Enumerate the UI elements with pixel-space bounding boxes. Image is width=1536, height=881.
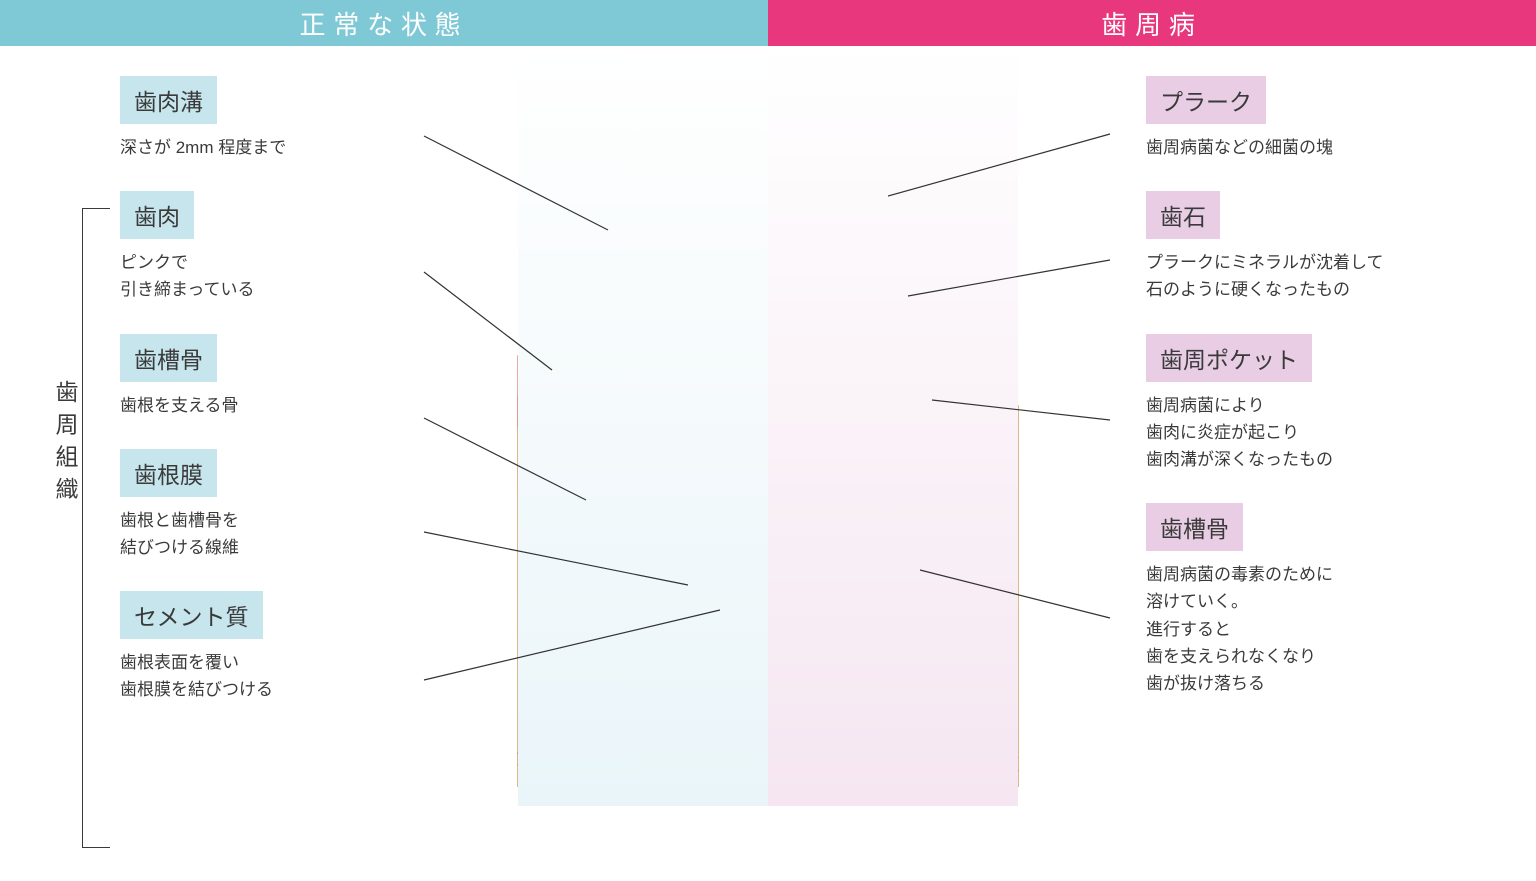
label-desc: 歯根を支える骨 (120, 392, 430, 419)
label-tag: 歯石 (1146, 191, 1220, 239)
label-tag: 歯肉溝 (120, 76, 217, 124)
label-block: 歯槽骨歯根を支える骨 (120, 334, 430, 419)
label-desc: プラークにミネラルが沈着して石のように硬くなったもの (1146, 249, 1516, 303)
label-desc: 歯周病菌の毒素のために溶けていく。進行すると歯を支えられなくなり歯が抜け落ちる (1146, 561, 1516, 697)
label-block: 歯根膜歯根と歯槽骨を結びつける線維 (120, 449, 430, 561)
label-desc: 深さが 2mm 程度まで (120, 134, 430, 161)
label-block: 歯石プラークにミネラルが沈着して石のように硬くなったもの (1146, 191, 1516, 303)
header-left-title: 正常な状態 (299, 5, 468, 42)
label-desc: ピンクで引き締まっている (120, 249, 430, 303)
label-tag: セメント質 (120, 591, 263, 639)
header-left: 正常な状態 (0, 0, 768, 46)
header-right-title: 歯周病 (1101, 5, 1202, 42)
right-label-column: プラーク歯周病菌などの細菌の塊歯石プラークにミネラルが沈着して石のように硬くなっ… (1106, 46, 1536, 697)
label-tag: 歯周ポケット (1146, 334, 1312, 382)
label-tag: 歯槽骨 (1146, 503, 1243, 551)
label-block: 歯肉ピンクで引き締まっている (120, 191, 430, 303)
label-tag: プラーク (1146, 76, 1266, 124)
label-desc: 歯周病菌などの細菌の塊 (1146, 134, 1516, 161)
label-block: セメント質歯根表面を覆い歯根膜を結びつける (120, 591, 430, 703)
label-desc: 歯周病菌により歯肉に炎症が起こり歯肉溝が深くなったもの (1146, 392, 1516, 474)
diagram-background (518, 46, 1018, 806)
tooth-diagram (430, 46, 1106, 826)
label-block: 歯周ポケット歯周病菌により歯肉に炎症が起こり歯肉溝が深くなったもの (1146, 334, 1516, 474)
label-tag: 歯肉 (120, 191, 194, 239)
header-right: 歯周病 (768, 0, 1536, 46)
label-block: プラーク歯周病菌などの細菌の塊 (1146, 76, 1516, 161)
label-desc: 歯根と歯槽骨を結びつける線維 (120, 507, 430, 561)
label-tag: 歯根膜 (120, 449, 217, 497)
label-tag: 歯槽骨 (120, 334, 217, 382)
label-desc: 歯根表面を覆い歯根膜を結びつける (120, 649, 430, 703)
label-block: 歯槽骨歯周病菌の毒素のために溶けていく。進行すると歯を支えられなくなり歯が抜け落… (1146, 503, 1516, 697)
bg-healthy (518, 46, 768, 806)
label-block: 歯肉溝深さが 2mm 程度まで (120, 76, 430, 161)
bg-diseased (768, 46, 1018, 806)
header-bar: 正常な状態 歯周病 (0, 0, 1536, 46)
left-label-column: 歯肉溝深さが 2mm 程度まで歯肉ピンクで引き締まっている歯槽骨歯根を支える骨歯… (0, 46, 430, 704)
